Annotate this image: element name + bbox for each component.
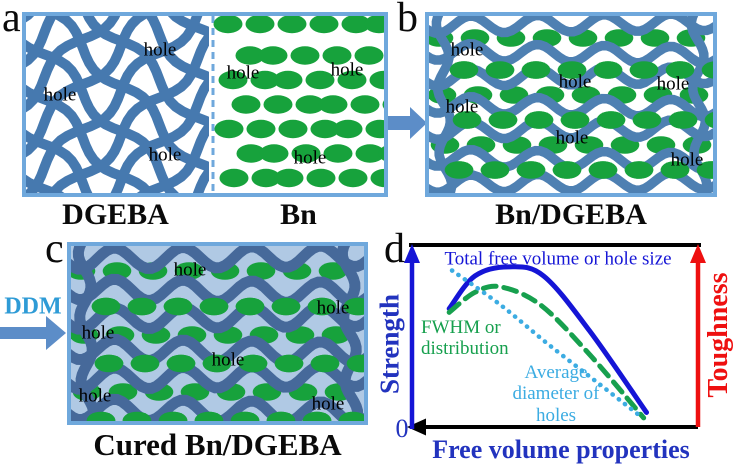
hole-label: hole bbox=[316, 297, 350, 319]
panel-b-box: hole hole hole hole hole hole bbox=[425, 12, 717, 197]
hole-label: hole bbox=[670, 149, 704, 171]
panel-a-box: hole hole hole hole hole hole bbox=[22, 12, 388, 197]
panel-c-box: hole hole hole hole hole hole bbox=[67, 242, 368, 425]
cured-bn-dgeba-caption: Cured Bn/DGEBA bbox=[93, 427, 342, 462]
hole-label: hole bbox=[445, 96, 479, 118]
origin-label: 0 bbox=[395, 414, 409, 443]
hole-label: hole bbox=[330, 59, 364, 81]
dgeba-caption: DGEBA bbox=[62, 198, 169, 231]
hole-label: hole bbox=[558, 71, 592, 93]
free-volume-chart-graphic bbox=[404, 243, 706, 436]
panel-c-letter: c bbox=[45, 226, 64, 272]
hole-label: hole bbox=[148, 144, 182, 166]
hole-label: hole bbox=[555, 127, 589, 149]
series-label-fwhm: FWHM or distribution bbox=[421, 317, 509, 360]
ddm-block-arrow-icon bbox=[0, 316, 66, 350]
hole-label: hole bbox=[143, 39, 177, 61]
right-block-arrow-icon bbox=[388, 107, 427, 139]
panel-b-letter: b bbox=[397, 0, 418, 41]
hole-label: hole bbox=[293, 147, 327, 169]
hole-label: hole bbox=[78, 385, 112, 407]
hole-label: hole bbox=[173, 259, 207, 281]
toughness-axis-label: Toughness bbox=[703, 272, 734, 398]
hole-label: hole bbox=[311, 393, 345, 415]
series-label-average-diameter: Average diameter of holes bbox=[512, 361, 600, 426]
strength-axis-label: Strength bbox=[374, 293, 405, 395]
panel-d-letter: d bbox=[384, 226, 405, 272]
bn-caption: Bn bbox=[280, 198, 317, 231]
bn-dgeba-caption: Bn/DGEBA bbox=[495, 198, 647, 231]
cured-network-graphic bbox=[71, 246, 364, 421]
hole-label: hole bbox=[226, 62, 260, 84]
panel-a-letter: a bbox=[2, 0, 21, 41]
hole-label: hole bbox=[211, 349, 245, 371]
dgeba-bn-schematic-graphic bbox=[26, 16, 384, 193]
ddm-label: DDM bbox=[4, 293, 62, 320]
hole-label: hole bbox=[81, 322, 115, 344]
hole-label: hole bbox=[656, 73, 690, 95]
x-axis-label: Free volume properties bbox=[432, 435, 690, 464]
hole-label: hole bbox=[450, 39, 484, 61]
hole-label: hole bbox=[43, 84, 77, 106]
series-label-total: Total free volume or hole size bbox=[444, 248, 672, 270]
bn-dgeba-blend-graphic bbox=[429, 16, 713, 193]
